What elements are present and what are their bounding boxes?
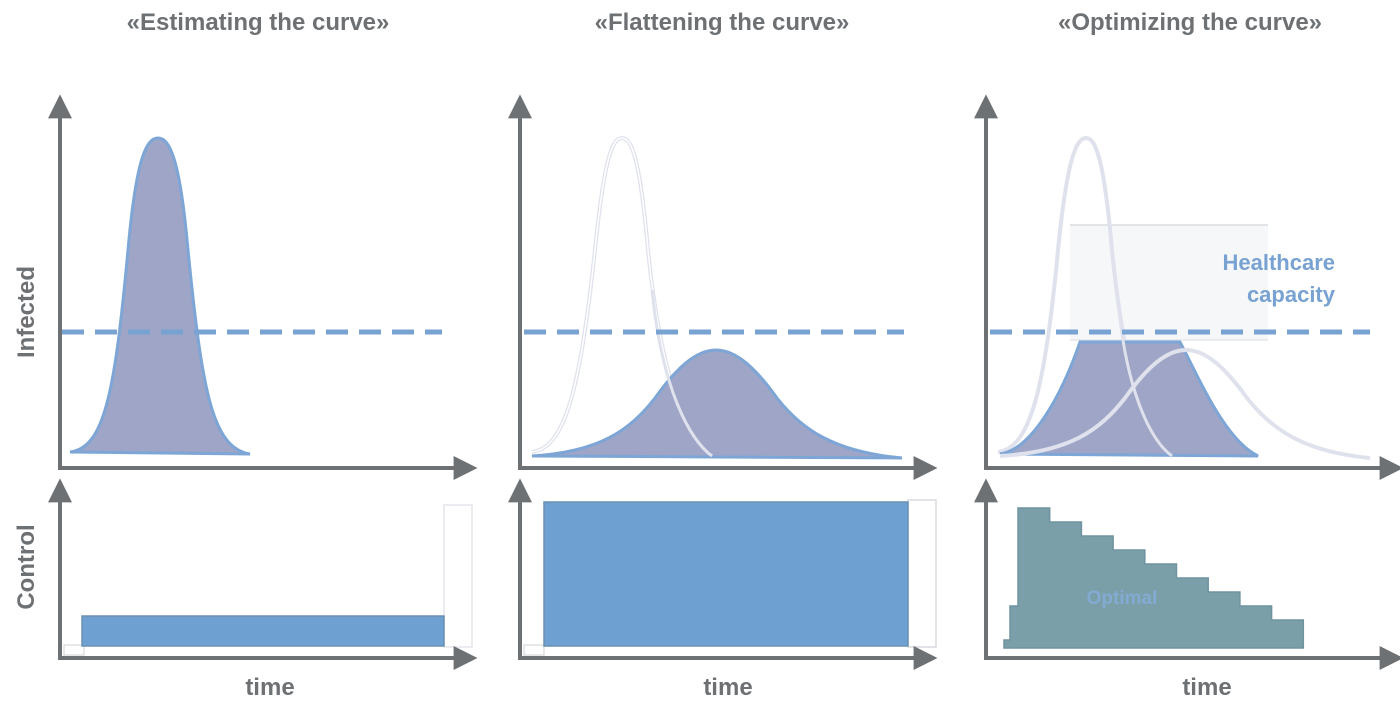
healthcare-capacity-label-line2: capacity — [1247, 282, 1336, 307]
epidemic-curve-optimized — [999, 340, 1259, 458]
ghost-flattened-curve — [999, 347, 1371, 460]
epidemic-curve-flattened — [531, 348, 903, 460]
panel-optimizing: Healthcare capacity Optimal time — [974, 94, 1400, 701]
panel-estimating: time — [48, 94, 478, 701]
control-ghost-box — [907, 499, 937, 648]
x-axis-label-time: time — [245, 674, 294, 701]
optimal-control-steps — [1003, 507, 1305, 649]
control-level-bar — [81, 615, 445, 647]
x-axis-label-time: time — [703, 674, 752, 701]
control-ghost-box — [443, 504, 473, 648]
panel-flattening: time — [508, 94, 938, 701]
ghost-curve-overlap — [650, 289, 713, 458]
healthcare-capacity-band — [1070, 225, 1268, 340]
ghost-curve-overlap — [1116, 299, 1173, 458]
epidemic-curve-uncontrolled — [69, 136, 251, 456]
healthcare-capacity-label-line1: Healthcare — [1222, 250, 1335, 275]
panel-title-optimizing: «Optimizing the curve» — [1058, 9, 1322, 36]
control-level-bar — [543, 501, 909, 647]
row-label-control: Control — [13, 524, 40, 609]
row-label-infected: Infected — [13, 266, 40, 358]
x-axis-label-time: time — [1182, 674, 1231, 701]
control-ghost-base — [523, 644, 545, 656]
panel-title-flattening: «Flattening the curve» — [595, 9, 850, 36]
optimal-control-label: Optimal — [1087, 588, 1158, 609]
control-ghost-base — [63, 644, 85, 656]
panel-title-estimating: «Estimating the curve» — [127, 9, 390, 36]
